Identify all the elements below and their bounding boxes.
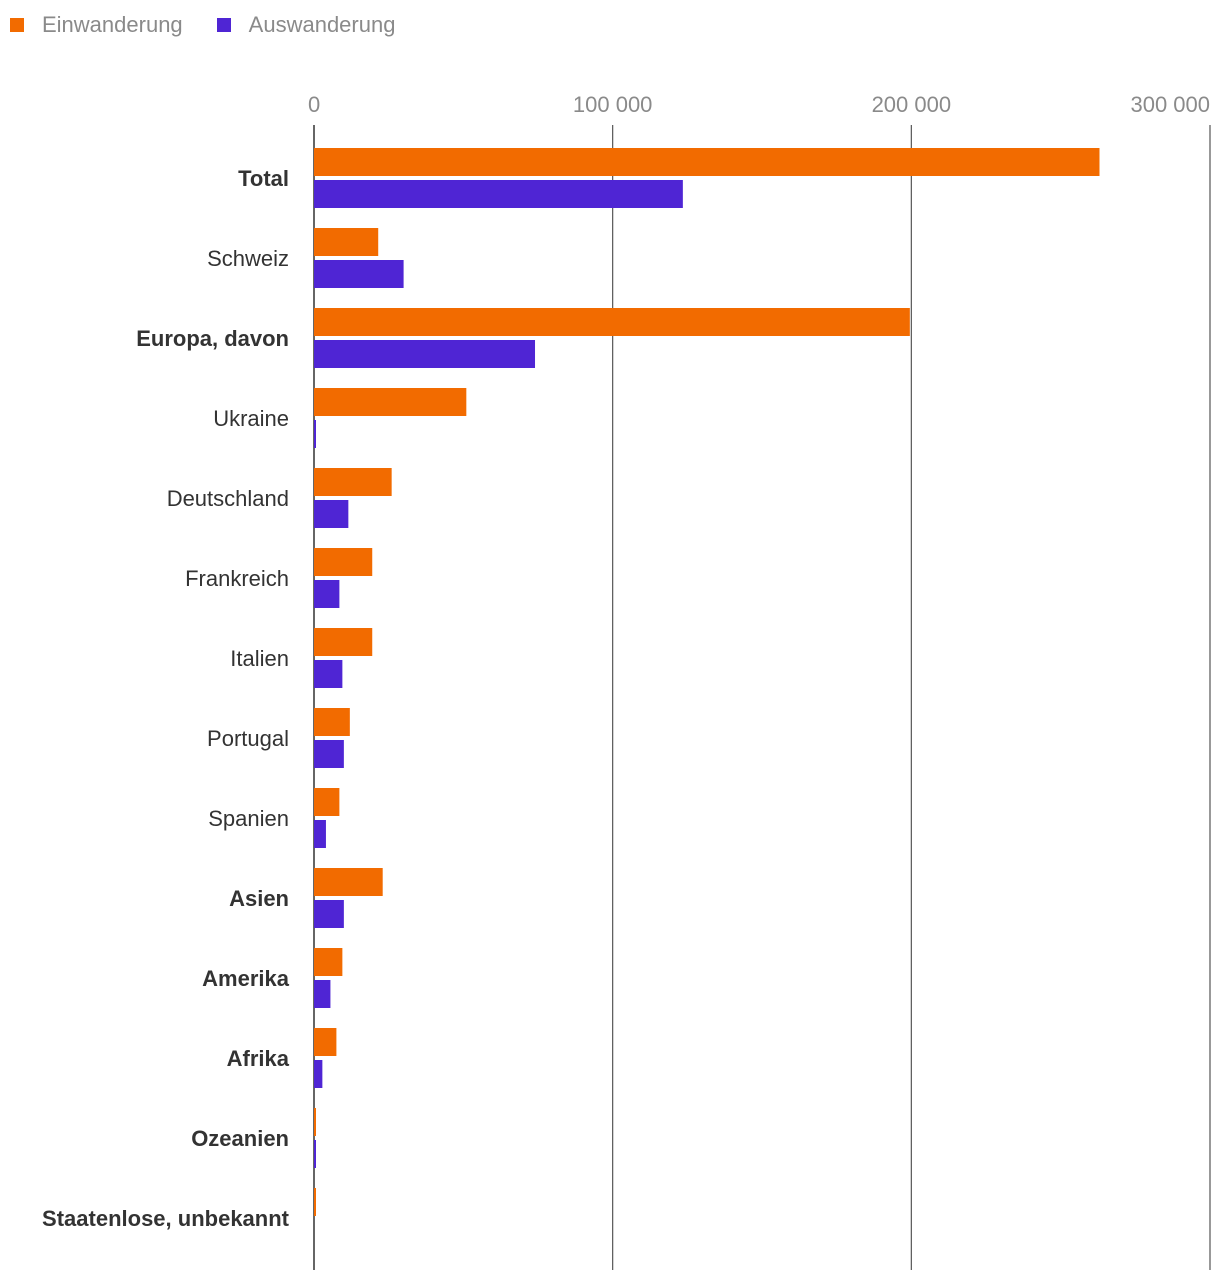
x-tick-label: 300 000 (1130, 92, 1210, 117)
bar-einwanderung (314, 1108, 316, 1136)
legend-swatch-einwanderung (10, 18, 24, 32)
bar-einwanderung (314, 1188, 316, 1216)
bar-einwanderung (314, 1028, 337, 1056)
bar-einwanderung (314, 468, 392, 496)
category-label: Ukraine (213, 406, 289, 431)
x-tick-label: 100 000 (573, 92, 653, 117)
chart-legend: Einwanderung Auswanderung (10, 12, 429, 38)
category-label: Frankreich (185, 566, 289, 591)
bar-auswanderung (314, 260, 404, 288)
category-label: Asien (229, 886, 289, 911)
bar-auswanderung (314, 500, 349, 528)
bar-einwanderung (314, 388, 467, 416)
bar-auswanderung (314, 580, 340, 608)
bar-einwanderung (314, 948, 343, 976)
bar-einwanderung (314, 308, 910, 336)
bar-einwanderung (314, 868, 383, 896)
bar-einwanderung (314, 548, 373, 576)
bar-auswanderung (314, 180, 683, 208)
category-label: Spanien (208, 806, 289, 831)
legend-item-einwanderung[interactable]: Einwanderung (10, 12, 183, 38)
legend-swatch-auswanderung (216, 18, 231, 32)
category-label: Staatenlose, unbekannt (42, 1206, 290, 1231)
category-label: Ozeanien (191, 1126, 289, 1151)
category-label: Portugal (207, 726, 289, 751)
bar-auswanderung (314, 1060, 323, 1088)
x-tick-label: 0 (308, 92, 320, 117)
bar-einwanderung (314, 148, 1100, 176)
bar-auswanderung (314, 340, 536, 368)
bar-auswanderung (314, 980, 331, 1008)
bar-einwanderung (314, 228, 379, 256)
legend-item-auswanderung[interactable]: Auswanderung (216, 12, 396, 38)
category-label: Total (238, 166, 289, 191)
bar-einwanderung (314, 708, 350, 736)
category-label: Amerika (202, 966, 290, 991)
bar-auswanderung (314, 900, 344, 928)
legend-label-auswanderung: Auswanderung (248, 12, 396, 37)
category-label: Schweiz (207, 246, 289, 271)
legend-label-einwanderung: Einwanderung (42, 12, 183, 37)
category-label: Italien (230, 646, 289, 671)
bar-auswanderung (314, 820, 326, 848)
bar-auswanderung (314, 420, 316, 448)
bar-auswanderung (314, 660, 343, 688)
bar-einwanderung (314, 628, 373, 656)
bar-auswanderung (314, 740, 344, 768)
x-tick-label: 200 000 (872, 92, 952, 117)
category-label: Europa, davon (136, 326, 289, 351)
category-label: Afrika (227, 1046, 290, 1071)
bar-auswanderung (314, 1140, 316, 1168)
bar-einwanderung (314, 788, 340, 816)
category-label: Deutschland (167, 486, 289, 511)
